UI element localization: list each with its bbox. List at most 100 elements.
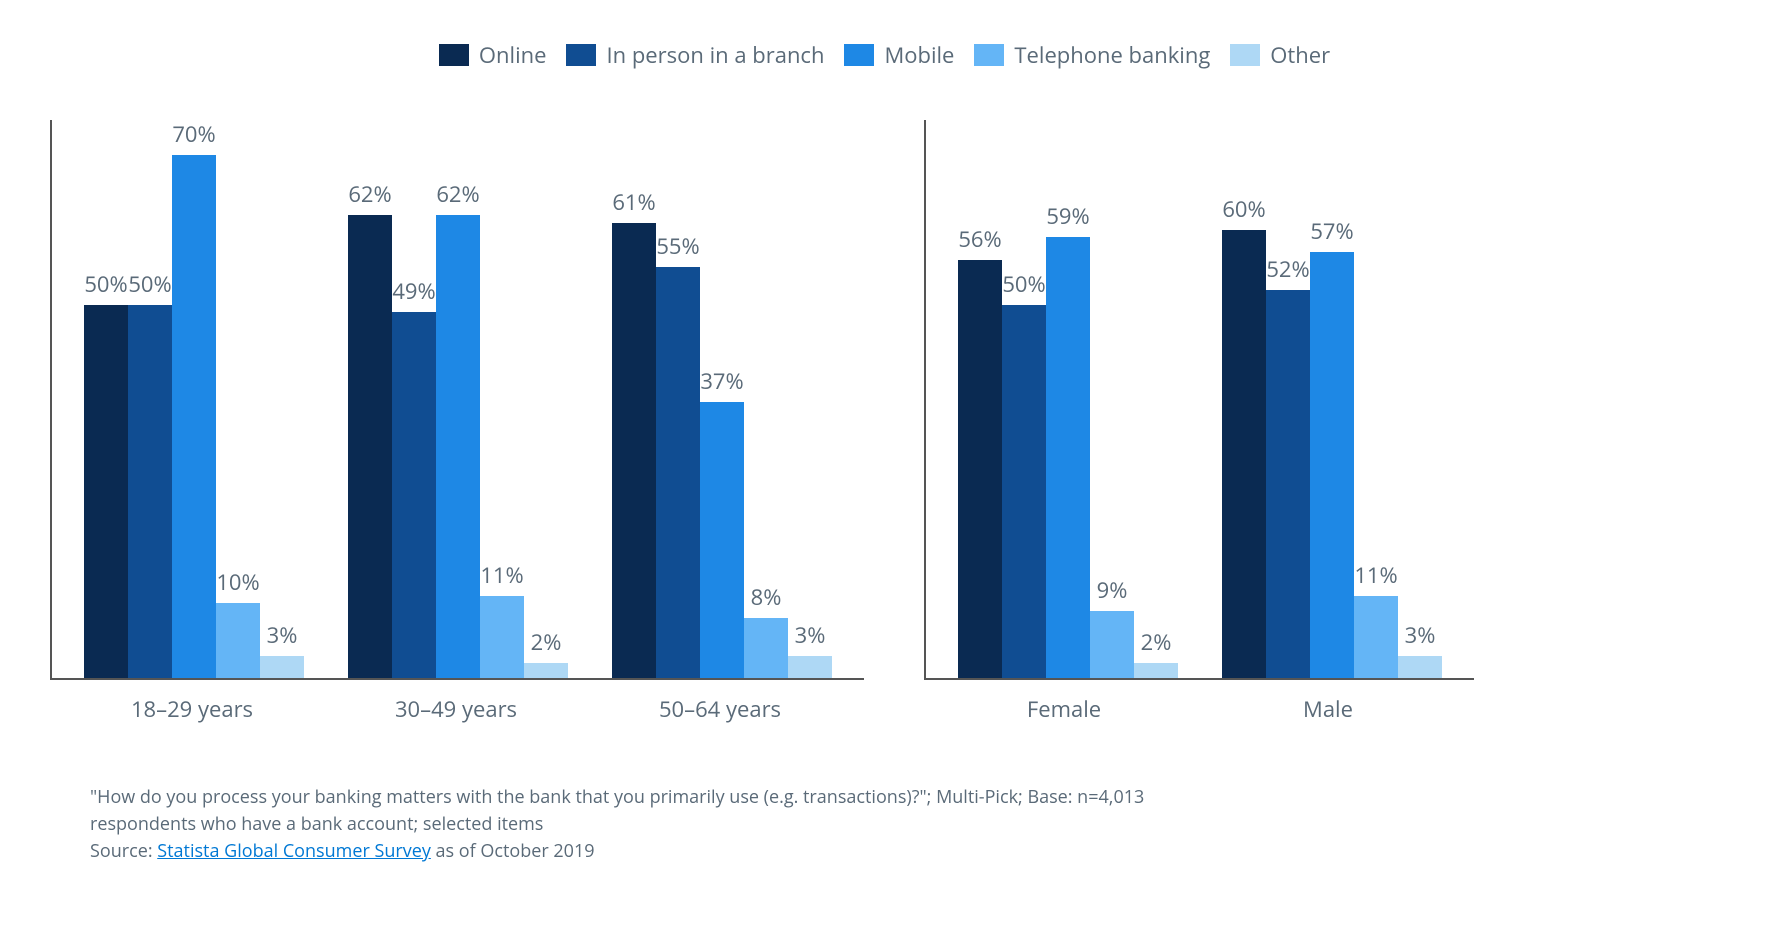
bar <box>128 305 172 678</box>
bar-value-label: 70% <box>172 119 215 149</box>
bar-wrap: 55% <box>656 231 700 678</box>
footnote-question: "How do you process your banking matters… <box>90 784 1250 838</box>
bar <box>172 155 216 678</box>
bar <box>524 663 568 678</box>
bar-group: 61%55% 37% 8% 3% <box>612 187 832 678</box>
legend-label: In person in a branch <box>606 40 824 70</box>
bar-wrap: 62% <box>436 179 480 678</box>
bar-wrap: 2% <box>1134 627 1178 678</box>
category-label: Male <box>1218 694 1438 724</box>
legend-label: Telephone banking <box>1014 40 1210 70</box>
legend-swatch <box>439 44 469 66</box>
bar-wrap: 2% <box>524 627 568 678</box>
bar <box>1266 290 1310 678</box>
legend-item: In person in a branch <box>566 40 824 70</box>
bar-value-label: 50% <box>128 269 171 299</box>
bar-value-label: 3% <box>1405 620 1436 650</box>
bar-value-label: 57% <box>1310 216 1353 246</box>
bar-wrap: 3% <box>1398 620 1442 678</box>
bar <box>216 603 260 678</box>
category-label: Female <box>954 694 1174 724</box>
legend-item: Online <box>439 40 547 70</box>
legend-swatch <box>974 44 1004 66</box>
bar-wrap: 8% <box>744 582 788 678</box>
legend-label: Other <box>1270 40 1330 70</box>
bar-value-label: 2% <box>1141 627 1172 657</box>
chart-panel: 50%50%70%10%3%62%49%62%11%2%61%55%37%8%3… <box>50 120 864 680</box>
bar-group: 50%50% 70% 10%3% <box>84 119 304 678</box>
bar-wrap: 3% <box>788 620 832 678</box>
bar <box>744 618 788 678</box>
bar-wrap: 60% <box>1222 194 1266 678</box>
bar-value-label: 3% <box>795 620 826 650</box>
bar-wrap: 10% <box>216 567 260 678</box>
bar <box>1090 611 1134 678</box>
bar <box>1310 252 1354 678</box>
bar-value-label: 9% <box>1097 575 1128 605</box>
bar-wrap: 37% <box>700 366 744 678</box>
bar-value-label: 11% <box>1354 560 1397 590</box>
bar <box>612 223 656 678</box>
bar-value-label: 55% <box>656 231 699 261</box>
bar-value-label: 56% <box>958 224 1001 254</box>
legend-swatch <box>844 44 874 66</box>
bar-wrap: 49% <box>392 276 436 678</box>
legend-item: Mobile <box>844 40 954 70</box>
category-label: 18–29 years <box>82 694 302 724</box>
source-prefix: Source: <box>90 839 157 863</box>
source-link[interactable]: Statista Global Consumer Survey <box>157 839 431 863</box>
bar <box>84 305 128 678</box>
bar-value-label: 37% <box>700 366 743 396</box>
bar-wrap: 70% <box>172 119 216 678</box>
bar <box>348 215 392 678</box>
bar-wrap: 50% <box>128 269 172 678</box>
bar-value-label: 11% <box>480 560 523 590</box>
bar-value-label: 62% <box>436 179 479 209</box>
legend-swatch <box>1230 44 1260 66</box>
bar-value-label: 62% <box>348 179 391 209</box>
chart-panels: 50%50%70%10%3%62%49%62%11%2%61%55%37%8%3… <box>50 120 1719 680</box>
bar-value-label: 8% <box>751 582 782 612</box>
bar <box>1398 656 1442 678</box>
legend: Online In person in a branch Mobile Telepho… <box>50 40 1719 70</box>
bar <box>788 656 832 678</box>
category-label: 50–64 years <box>610 694 830 724</box>
bar <box>260 656 304 678</box>
bar <box>1046 237 1090 678</box>
bar-wrap: 11% <box>1354 560 1398 678</box>
bar-wrap: 50% <box>1002 269 1046 678</box>
bar-value-label: 10% <box>216 567 259 597</box>
bar-wrap: 59% <box>1046 201 1090 678</box>
bar-wrap: 11% <box>480 560 524 678</box>
category-label: 30–49 years <box>346 694 566 724</box>
bar-wrap: 62% <box>348 179 392 678</box>
bar-wrap: 50% <box>84 269 128 678</box>
bar-value-label: 50% <box>1002 269 1045 299</box>
bar-value-label: 52% <box>1266 254 1309 284</box>
category-row: Female Male <box>922 694 1470 724</box>
bar-value-label: 2% <box>531 627 562 657</box>
bar-value-label: 59% <box>1046 201 1089 231</box>
bar-value-label: 50% <box>84 269 127 299</box>
legend-item: Other <box>1230 40 1330 70</box>
legend-label: Online <box>479 40 547 70</box>
bar-wrap: 52% <box>1266 254 1310 678</box>
legend-item: Telephone banking <box>974 40 1210 70</box>
category-row: 18–29 years 30–49 years 50–64 years <box>50 694 862 724</box>
bar <box>1002 305 1046 678</box>
bar-value-label: 61% <box>612 187 655 217</box>
footnote-source: Source: Statista Global Consumer Survey … <box>90 838 1250 865</box>
legend-label: Mobile <box>884 40 954 70</box>
bar <box>1134 663 1178 678</box>
source-suffix: as of October 2019 <box>431 839 595 863</box>
footnote: "How do you process your banking matters… <box>50 784 1250 865</box>
bar-group: 56%50% 59% 9% 2% <box>958 201 1178 678</box>
bar-wrap: 3% <box>260 620 304 678</box>
bar <box>436 215 480 678</box>
chart-panel: 56%50% 59% 9% 2% 60%52%57% 11% 3% <box>924 120 1474 680</box>
bar <box>1222 230 1266 678</box>
bar <box>958 260 1002 678</box>
bar-group: 62% 49% 62% 11% 2% <box>348 179 568 678</box>
bar-wrap: 9% <box>1090 575 1134 678</box>
bar-value-label: 60% <box>1222 194 1265 224</box>
